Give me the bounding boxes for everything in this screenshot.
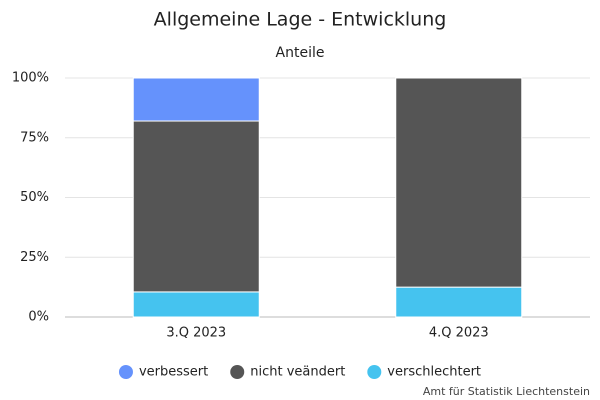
legend-marker <box>367 365 382 379</box>
legend-label: nicht veändert <box>250 365 345 380</box>
legend-marker <box>118 365 133 379</box>
x-tick-label: 4.Q 2023 <box>429 326 489 341</box>
bar-segment <box>132 291 260 318</box>
y-tick-label: 25% <box>20 250 49 265</box>
bar-segment <box>395 77 523 288</box>
legend-marker <box>230 365 245 379</box>
chart-subtitle: Anteile <box>276 45 325 61</box>
y-tick-label: 75% <box>20 130 49 145</box>
legend-label: verschlechtert <box>387 365 481 380</box>
source-note: Amt für Statistik Liechtenstein <box>423 385 590 398</box>
bar-segment <box>395 286 523 318</box>
legend-label: verbessert <box>139 365 208 380</box>
chart-title: Allgemeine Lage - Entwicklung <box>154 9 447 31</box>
bar-segment <box>132 77 260 122</box>
y-tick-label: 50% <box>20 190 49 205</box>
bar-segment <box>132 120 260 293</box>
y-tick-label: 0% <box>28 310 49 325</box>
x-tick-label: 3.Q 2023 <box>166 326 226 341</box>
y-tick-label: 100% <box>12 71 49 86</box>
